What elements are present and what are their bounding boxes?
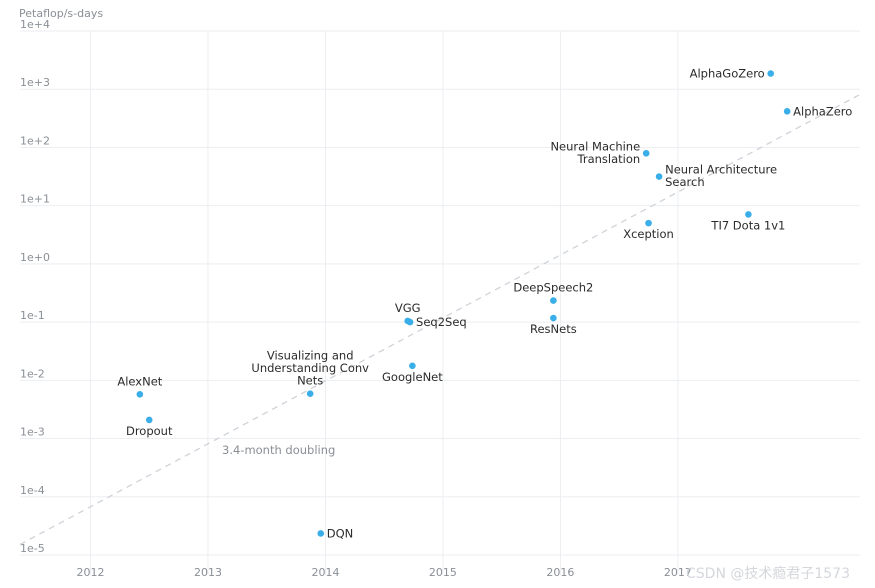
- point-googlenet: GoogleNet: [382, 362, 443, 384]
- x-tick-label: 2015: [429, 566, 457, 579]
- y-axis-ticks: 1e-5 1e-4 1e-3 1e-2 1e-1 1e+0 1e+1 1e+2 1e+3 1e+4: [20, 18, 50, 555]
- point-label-dropout: Dropout: [126, 424, 173, 438]
- point-marker-xception: [645, 219, 652, 227]
- y-tick-label: 1e+0: [20, 251, 50, 264]
- x-tick-label: 2017: [664, 566, 692, 579]
- point-ti7-dota-1v1: TI7 Dota 1v1: [710, 211, 785, 232]
- point-label-vgg: VGG: [395, 301, 421, 315]
- y-tick-label: 1e+2: [20, 134, 50, 147]
- point-resnets: ResNets: [530, 314, 577, 336]
- y-tick-label: 1e-4: [20, 484, 45, 497]
- y-tick-label: 1e+4: [20, 18, 50, 31]
- point-marker-ti7-dota-1v1: [745, 211, 752, 218]
- point-alexnet: AlexNet: [117, 374, 163, 398]
- point-label-visualizing-and-understanding-conv-nets: Understanding Conv: [251, 361, 369, 375]
- point-label-ti7-dota-1v1: TI7 Dota 1v1: [710, 218, 785, 232]
- point-label-visualizing-and-understanding-conv-nets: Visualizing and: [267, 349, 354, 363]
- data-points: AlexNet Dropout DQN Visualizing andUndersta…: [117, 67, 852, 541]
- grid-lines: [20, 30, 860, 575]
- point-marker-alphazero: [783, 108, 791, 115]
- point-alphazero: AlphaZero: [783, 104, 852, 118]
- point-marker-dqn: [317, 530, 325, 537]
- point-label-dqn: DQN: [327, 526, 354, 540]
- point-label-neural-machine-translation: Neural Machine: [550, 139, 640, 153]
- point-label-visualizing-and-understanding-conv-nets: Nets: [297, 374, 323, 388]
- point-alphagozero: AlphaGoZero: [690, 67, 775, 81]
- point-label-resnets: ResNets: [530, 322, 577, 336]
- point-label-neural-architecture-search: Search: [665, 175, 705, 189]
- y-tick-label: 1e+3: [20, 76, 50, 89]
- point-label-xception: Xception: [623, 227, 674, 241]
- point-marker-seq2seq: [406, 318, 414, 326]
- point-label-neural-machine-translation: Translation: [577, 152, 641, 166]
- point-seq2seq: Seq2Seq: [406, 315, 467, 329]
- point-label-alphagozero: AlphaGoZero: [690, 67, 765, 81]
- y-tick-label: 1e-5: [20, 542, 45, 555]
- point-marker-googlenet: [409, 362, 416, 370]
- watermark: CSDN @技术瘾君子1573: [686, 565, 850, 582]
- point-marker-visualizing-and-understanding-conv-nets: [306, 390, 314, 398]
- point-marker-deepspeech2: [550, 297, 557, 304]
- y-tick-label: 1e+1: [20, 193, 50, 206]
- point-dqn: DQN: [317, 526, 353, 540]
- trend-line: [19, 93, 861, 546]
- point-dropout: Dropout: [126, 416, 173, 438]
- trend-line-label: 3.4-month doubling: [222, 443, 335, 457]
- y-axis-label: Petaflop/s-days: [19, 7, 103, 20]
- x-tick-label: 2014: [311, 566, 339, 579]
- x-tick-label: 2012: [76, 566, 104, 579]
- point-label-googlenet: GoogleNet: [382, 370, 443, 384]
- point-label-alexnet: AlexNet: [117, 374, 162, 388]
- y-tick-label: 1e-1: [20, 309, 45, 322]
- y-tick-label: 1e-2: [20, 367, 45, 380]
- point-xception: Xception: [623, 219, 674, 241]
- point-label-deepspeech2: DeepSpeech2: [513, 281, 593, 295]
- point-label-alphazero: AlphaZero: [793, 104, 852, 118]
- y-tick-label: 1e-3: [20, 426, 45, 439]
- x-tick-label: 2016: [546, 566, 574, 579]
- point-marker-resnets: [550, 314, 557, 322]
- point-marker-dropout: [145, 416, 153, 424]
- point-label-neural-architecture-search: Neural Architecture: [665, 163, 777, 177]
- x-tick-label: 2013: [194, 566, 222, 579]
- point-marker-neural-architecture-search: [655, 173, 663, 180]
- point-marker-neural-machine-translation: [642, 149, 650, 157]
- x-axis-ticks: 2012 2013 2014 2015 2016 2017: [76, 566, 691, 579]
- point-marker-alphagozero: [767, 70, 775, 77]
- point-label-seq2seq: Seq2Seq: [416, 315, 467, 329]
- point-deepspeech2: DeepSpeech2: [513, 281, 593, 304]
- point-marker-alexnet: [136, 391, 144, 398]
